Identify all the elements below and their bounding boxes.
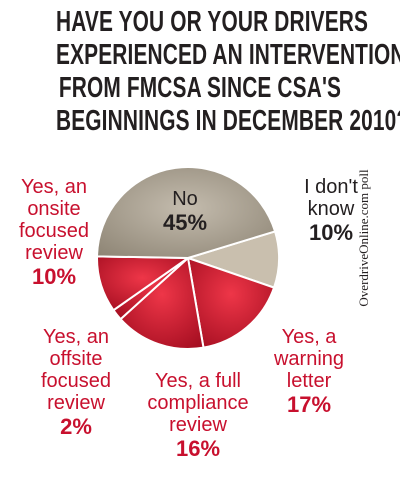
slice-value-label: 10% (31, 264, 77, 289)
slice-label-offsite-review: Yes, an offsite focused review 2% (26, 326, 126, 440)
slice-label-text: Yes, a warning letter (273, 326, 345, 392)
slice-value-label: 17% (286, 392, 332, 417)
slice-label-full-compliance-review: Yes, a full compliance review 16% (133, 370, 263, 462)
slice-label-text: Yes, an offsite focused review (40, 326, 112, 414)
slice-value-label: 45% (162, 210, 208, 235)
slice-label-text: Yes, an onsite focused review (18, 176, 90, 264)
title-line: FROM FMCSA SINCE CSA'S (58, 72, 342, 104)
slice-value-label: 10% (308, 220, 354, 245)
slice-label-text: No (172, 188, 198, 210)
slice-label-warning-letter: Yes, a warning letter 17% (264, 326, 354, 418)
title-line: EXPERIENCED AN INTERVENTION (56, 39, 400, 71)
slice-label-onsite-review: Yes, an onsite focused review 10% (4, 176, 104, 290)
pie-slice-no (95, 166, 277, 260)
chart-title: HAVE YOU OR YOUR DRIVERS EXPERIENCED AN … (0, 6, 400, 138)
source-credit: OverdriveOnline.com poll (356, 169, 371, 307)
pie-slice-full-compliance-review (119, 256, 205, 350)
title-line: HAVE YOU OR YOUR DRIVERS (56, 6, 369, 38)
slice-value-label: 2% (60, 414, 92, 439)
slice-label-text: Yes, a full compliance review (147, 370, 249, 436)
pie-slice-warning-letter (186, 256, 276, 349)
slice-label-dont-know: I don't know 10% (286, 176, 376, 246)
slice-label-text: I don't know (304, 176, 358, 220)
slice-value-label: 16% (175, 436, 221, 461)
slice-label-no: No 45% (145, 188, 225, 236)
title-line: BEGINNINGS IN DECEMBER 2010? (56, 105, 400, 137)
